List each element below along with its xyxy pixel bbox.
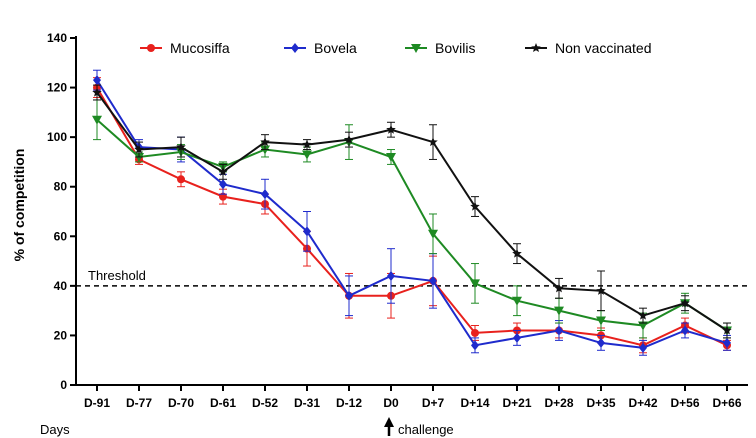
x-tick-label: D+14: [460, 396, 489, 410]
x-tick-label: D+35: [586, 396, 615, 410]
legend-bovela-marker: [291, 43, 299, 53]
bovela-data-point: [303, 226, 311, 237]
x-tick-label: D-61: [210, 396, 236, 410]
bovela-data-point: [513, 332, 521, 343]
bovela-data-point: [555, 325, 563, 336]
bovela-data-point: [471, 340, 479, 351]
x-tick-label: D0: [383, 396, 399, 410]
y-tick-label: 140: [47, 31, 67, 45]
x-tick-label: D+56: [670, 396, 699, 410]
y-tick-label: 40: [54, 279, 68, 293]
bovilis-data-point: [638, 321, 648, 331]
threshold-label: Threshold: [88, 268, 146, 283]
non-vaccinated-data-point: [386, 124, 396, 134]
bovela-data-point: [639, 342, 647, 353]
bovilis-data-point: [596, 316, 606, 326]
challenge-arrow-head: [384, 417, 394, 427]
non-vaccinated-data-point: [176, 142, 186, 152]
y-tick-label: 120: [47, 81, 67, 95]
non-vaccinated-data-point: [680, 298, 690, 308]
bovilis-data-point: [302, 150, 312, 160]
legend-mucosiffa-marker: [147, 44, 155, 52]
non-vaccinated-data-point: [638, 310, 648, 320]
non-vaccinated-data-point: [218, 166, 228, 176]
non-vaccinated-data-point: [302, 139, 312, 149]
non-vaccinated-data-point: [92, 87, 102, 97]
mucosiffa-data-point: [471, 328, 479, 337]
x-tick-label: D+28: [544, 396, 573, 410]
non-vaccinated-data-point: [470, 201, 480, 211]
x-tick-label: D-52: [252, 396, 278, 410]
non-vaccinated-data-point: [596, 285, 606, 295]
x-tick-label: D-12: [336, 396, 362, 410]
bovilis-data-point: [428, 229, 438, 239]
non-vaccinated-data-point: [428, 137, 438, 147]
non-vaccinated-data-point: [722, 325, 732, 335]
non-vaccinated-series-line: [96, 91, 728, 332]
bovilis-data-point: [92, 115, 102, 125]
x-tick-label: D+66: [712, 396, 741, 410]
bovela-data-point: [723, 337, 731, 348]
bovilis-data-point: [554, 306, 564, 316]
legend-bovilis-label: Bovilis: [435, 40, 475, 56]
y-tick-label: 100: [47, 130, 67, 144]
non-vaccinated-data-point: [260, 137, 270, 147]
y-tick-label: 0: [60, 378, 67, 392]
legend-non-vaccinated-marker: [531, 43, 541, 53]
y-axis-title: % of competition: [11, 149, 27, 262]
bovilis-series-line: [96, 119, 728, 332]
y-tick-label: 80: [54, 180, 68, 194]
non-vaccinated-data-point: [134, 144, 144, 154]
x-tick-label: D+7: [422, 396, 445, 410]
bovilis-data-point: [512, 296, 522, 306]
x-tick-label: D-31: [294, 396, 320, 410]
bovela-data-point: [345, 290, 353, 301]
x-tick-label: D-77: [126, 396, 152, 410]
x-tick-label: D+42: [628, 396, 657, 410]
non-vaccinated-data-point: [344, 134, 354, 144]
x-tick-label: D-70: [168, 396, 194, 410]
challenge-annotation-label: challenge: [398, 422, 454, 437]
x-tick-label: D+21: [502, 396, 531, 410]
bovela-series-line: [96, 79, 728, 349]
bovela-data-point: [429, 275, 437, 286]
legend-mucosiffa-label: Mucosiffa: [170, 40, 230, 56]
legend-bovilis-marker: [411, 44, 421, 53]
mucosiffa-series-line: [96, 87, 728, 347]
bovilis-data-point: [386, 152, 396, 162]
bovela-data-point: [219, 179, 227, 190]
bovela-data-point: [93, 75, 101, 86]
x-tick-label: D-91: [84, 396, 110, 410]
bovela-data-point: [387, 270, 395, 281]
bovilis-data-point: [470, 279, 480, 289]
x-axis-title: Days: [40, 422, 70, 437]
mucosiffa-data-point: [177, 175, 185, 184]
bovela-data-point: [597, 337, 605, 348]
legend-bovela-label: Bovela: [314, 40, 357, 56]
legend-non-vaccinated-label: Non vaccinated: [555, 40, 652, 56]
bovela-data-point: [261, 189, 269, 200]
y-tick-label: 20: [54, 328, 68, 342]
non-vaccinated-data-point: [512, 248, 522, 258]
y-tick-label: 60: [54, 229, 68, 243]
bovela-data-point: [681, 325, 689, 336]
non-vaccinated-data-point: [554, 283, 564, 293]
